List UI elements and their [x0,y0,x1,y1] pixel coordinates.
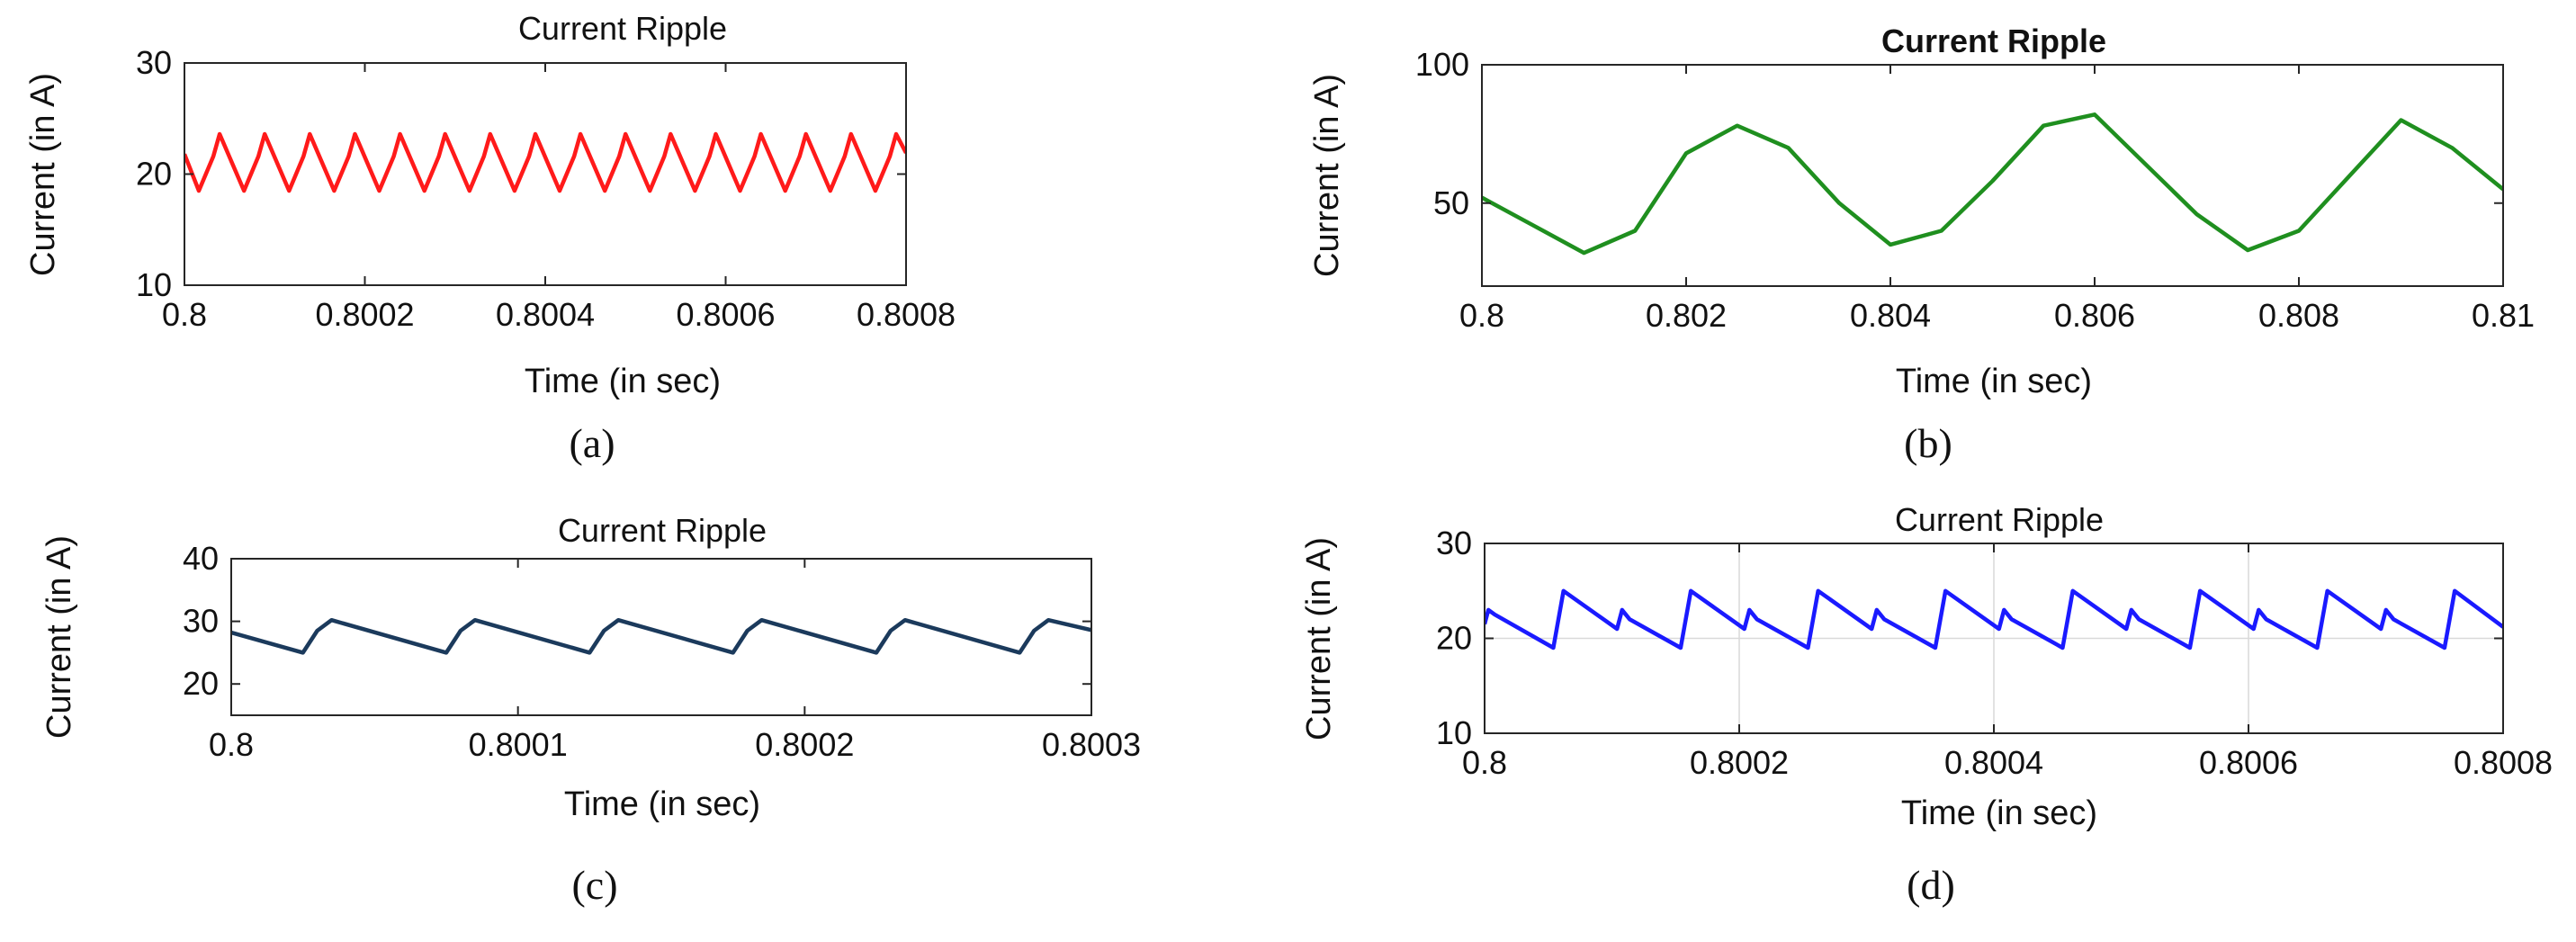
chart-title: Current Ripple [518,10,727,47]
x-axis-label: Time (in sec) [1896,363,2092,400]
x-tick-label: 0.8 [162,296,207,333]
x-tick-label: 0.8 [1462,744,1507,781]
series-line [1482,112,2503,256]
y-tick-label: 50 [1433,184,1469,221]
panel-label: (d) [1907,862,1955,908]
x-tick-label: 0.8006 [676,296,775,333]
y-tick-label: 20 [183,665,219,702]
y-tick-label: 20 [1436,620,1472,657]
y-axis-label: Current (in A) [40,535,78,739]
x-axis-label: Time (in sec) [1901,794,2097,832]
x-tick-label: 0.804 [1850,297,1931,334]
x-tick-label: 0.808 [2258,297,2339,334]
x-tick-label: 0.806 [2054,297,2135,334]
chart-panel-3: 0.8 0.8002 0.8004 0.8006 0.8008 10 20 30 Current… [1300,501,2553,908]
series-line [184,131,906,193]
y-tick-label: 30 [1436,525,1472,561]
panel-label: (c) [571,862,617,908]
chart-title: Current Ripple [558,512,767,549]
plot-frame [184,62,907,286]
x-tick-label: 0.8002 [315,296,414,333]
series-line [1485,588,2503,650]
x-tick-label: 0.8008 [2454,744,2553,781]
panel-label: (a) [569,420,615,466]
y-tick-label: 100 [1415,46,1469,83]
x-tick-label: 0.8004 [496,296,595,333]
chart-panel-1: 0.8 0.802 0.804 0.806 0.808 0.81 50 100 Current … [1308,22,2535,466]
y-axis-label: Current (in A) [1300,537,1338,740]
chart-title: Current Ripple [1895,501,2104,538]
x-axis-label: Time (in sec) [564,785,760,823]
x-tick-label: 0.8 [209,726,254,763]
y-tick-label: 20 [136,156,172,193]
x-axis-label: Time (in sec) [525,363,721,400]
x-tick-label: 0.802 [1646,297,1727,334]
y-tick-label: 10 [1436,714,1472,751]
y-axis-label: Current (in A) [24,73,62,276]
plot-frame [1481,64,2504,287]
x-tick-label: 0.8006 [2199,744,2298,781]
x-tick-label: 0.8004 [1944,744,2043,781]
y-axis-label: Current (in A) [1308,74,1346,277]
y-tick-label: 30 [136,44,172,81]
chart-title: Current Ripple [1881,22,2106,59]
y-tick-label: 30 [183,603,219,640]
chart-panel-2: 0.8 0.8001 0.8002 0.8003 20 30 40 Current Rippl… [40,512,1141,908]
panel-label: (b) [1904,420,1952,466]
chart-panel-0: 0.8 0.8002 0.8004 0.8006 0.8008 10 20 30 Current… [24,10,956,466]
x-tick-label: 0.8003 [1042,726,1141,763]
plot-frame [230,558,1092,716]
x-tick-label: 0.8008 [857,296,956,333]
x-tick-label: 0.8002 [1690,744,1789,781]
x-tick-label: 0.8002 [755,726,854,763]
y-tick-label: 40 [183,540,219,577]
x-tick-label: 0.8001 [469,726,568,763]
series-line [231,617,1091,655]
x-tick-label: 0.8 [1459,297,1504,334]
x-tick-label: 0.81 [2472,297,2535,334]
y-tick-label: 10 [136,266,172,303]
